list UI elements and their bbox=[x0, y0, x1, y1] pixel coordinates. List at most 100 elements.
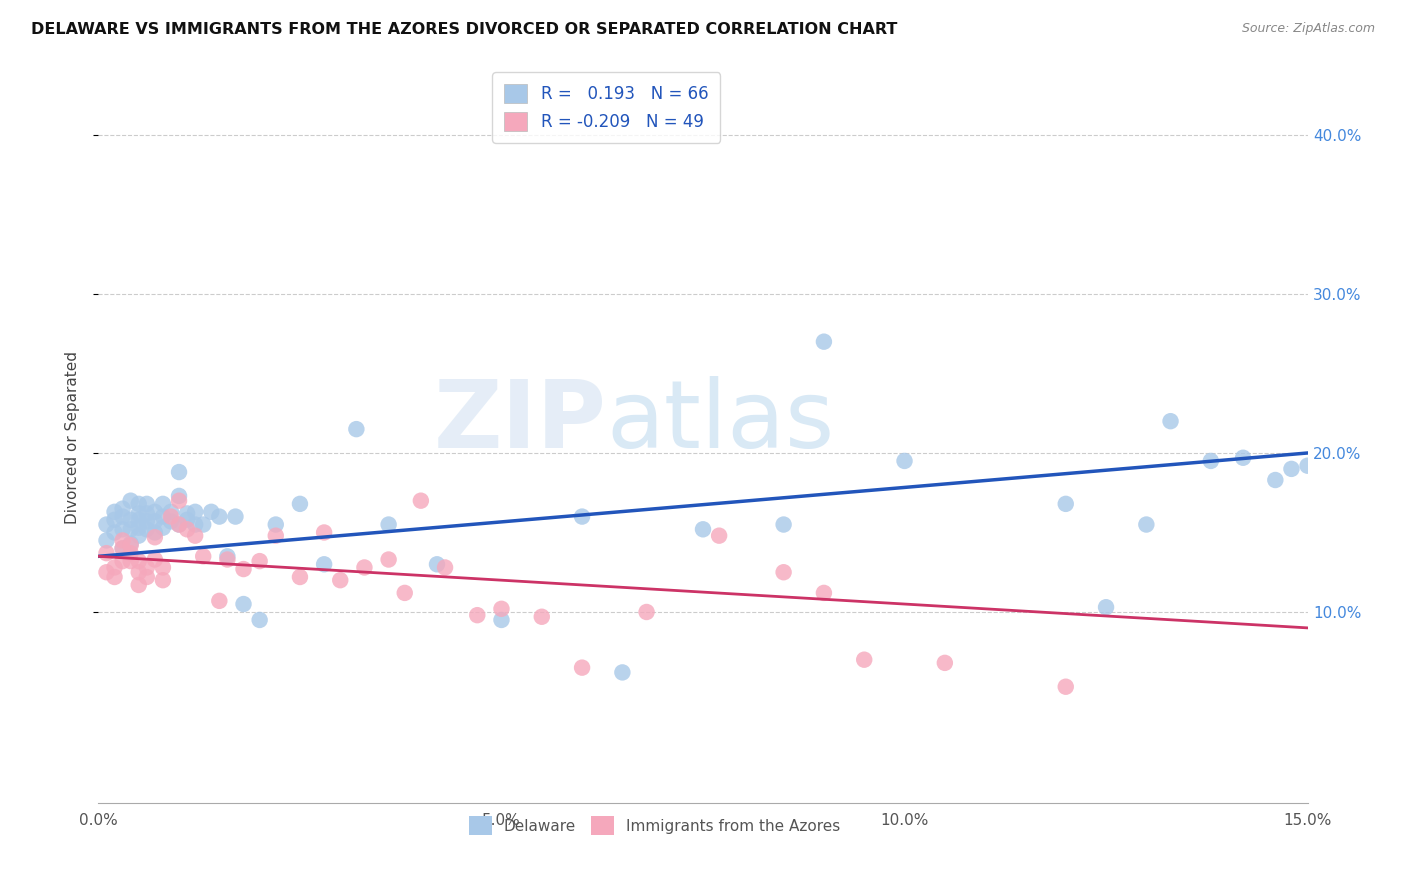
Point bbox=[377, 517, 399, 532]
Point bbox=[571, 509, 593, 524]
Point bbox=[128, 513, 150, 527]
Text: ZIP: ZIP bbox=[433, 376, 606, 468]
Point bbox=[96, 546, 118, 560]
Point bbox=[1160, 414, 1182, 428]
Point bbox=[143, 530, 166, 544]
Point bbox=[96, 566, 118, 580]
Point bbox=[813, 586, 835, 600]
Point bbox=[692, 522, 714, 536]
Point bbox=[434, 560, 457, 574]
Point bbox=[160, 514, 183, 528]
Point bbox=[184, 517, 207, 532]
Point bbox=[200, 505, 222, 519]
Point bbox=[128, 497, 150, 511]
Point bbox=[111, 541, 134, 556]
Point bbox=[167, 465, 190, 479]
Point bbox=[103, 505, 125, 519]
Point bbox=[394, 586, 416, 600]
Point bbox=[314, 558, 336, 572]
Point bbox=[111, 501, 134, 516]
Point bbox=[176, 507, 198, 521]
Point bbox=[1296, 458, 1319, 473]
Point bbox=[184, 529, 207, 543]
Point bbox=[167, 517, 190, 532]
Point bbox=[103, 525, 125, 540]
Point bbox=[344, 422, 367, 436]
Point bbox=[288, 570, 311, 584]
Point bbox=[176, 513, 198, 527]
Point bbox=[135, 514, 157, 528]
Point bbox=[176, 522, 198, 536]
Point bbox=[264, 529, 287, 543]
Point bbox=[135, 522, 157, 536]
Point bbox=[232, 597, 254, 611]
Point bbox=[1199, 454, 1222, 468]
Point bbox=[217, 549, 239, 564]
Text: DELAWARE VS IMMIGRANTS FROM THE AZORES DIVORCED OR SEPARATED CORRELATION CHART: DELAWARE VS IMMIGRANTS FROM THE AZORES D… bbox=[31, 22, 897, 37]
Text: atlas: atlas bbox=[606, 376, 835, 468]
Point bbox=[167, 517, 190, 532]
Point bbox=[128, 521, 150, 535]
Point bbox=[152, 497, 174, 511]
Point bbox=[1054, 497, 1077, 511]
Point bbox=[1264, 473, 1286, 487]
Point bbox=[264, 517, 287, 532]
Point bbox=[329, 573, 352, 587]
Point bbox=[1232, 450, 1254, 465]
Point bbox=[103, 570, 125, 584]
Point bbox=[1281, 462, 1303, 476]
Point bbox=[135, 507, 157, 521]
Y-axis label: Divorced or Separated: Divorced or Separated bbox=[65, 351, 80, 524]
Point bbox=[636, 605, 658, 619]
Point bbox=[193, 549, 215, 564]
Point bbox=[143, 514, 166, 528]
Point bbox=[208, 594, 231, 608]
Point bbox=[813, 334, 835, 349]
Point bbox=[193, 517, 215, 532]
Point bbox=[288, 497, 311, 511]
Point bbox=[111, 533, 134, 548]
Point bbox=[120, 538, 142, 552]
Point bbox=[128, 529, 150, 543]
Point bbox=[152, 521, 174, 535]
Point bbox=[120, 513, 142, 527]
Point bbox=[232, 562, 254, 576]
Point bbox=[135, 560, 157, 574]
Point bbox=[377, 552, 399, 566]
Point bbox=[120, 536, 142, 550]
Point bbox=[152, 509, 174, 524]
Point bbox=[111, 541, 134, 556]
Point bbox=[96, 517, 118, 532]
Point bbox=[853, 653, 876, 667]
Point bbox=[249, 554, 271, 568]
Point bbox=[120, 554, 142, 568]
Point bbox=[152, 560, 174, 574]
Point bbox=[707, 529, 730, 543]
Text: Source: ZipAtlas.com: Source: ZipAtlas.com bbox=[1241, 22, 1375, 36]
Point bbox=[208, 509, 231, 524]
Point bbox=[1135, 517, 1157, 532]
Point bbox=[103, 513, 125, 527]
Point bbox=[128, 578, 150, 592]
Point bbox=[314, 525, 336, 540]
Point bbox=[160, 509, 183, 524]
Point bbox=[103, 560, 125, 574]
Point bbox=[530, 609, 553, 624]
Point bbox=[249, 613, 271, 627]
Point bbox=[128, 554, 150, 568]
Point bbox=[1054, 680, 1077, 694]
Point bbox=[111, 554, 134, 568]
Point bbox=[135, 497, 157, 511]
Point bbox=[772, 566, 794, 580]
Point bbox=[224, 509, 246, 524]
Point bbox=[491, 613, 513, 627]
Point bbox=[111, 522, 134, 536]
Point bbox=[143, 505, 166, 519]
Point bbox=[128, 566, 150, 580]
Point bbox=[111, 509, 134, 524]
Point bbox=[160, 505, 183, 519]
Point bbox=[491, 602, 513, 616]
Point bbox=[120, 546, 142, 560]
Point bbox=[120, 493, 142, 508]
Point bbox=[772, 517, 794, 532]
